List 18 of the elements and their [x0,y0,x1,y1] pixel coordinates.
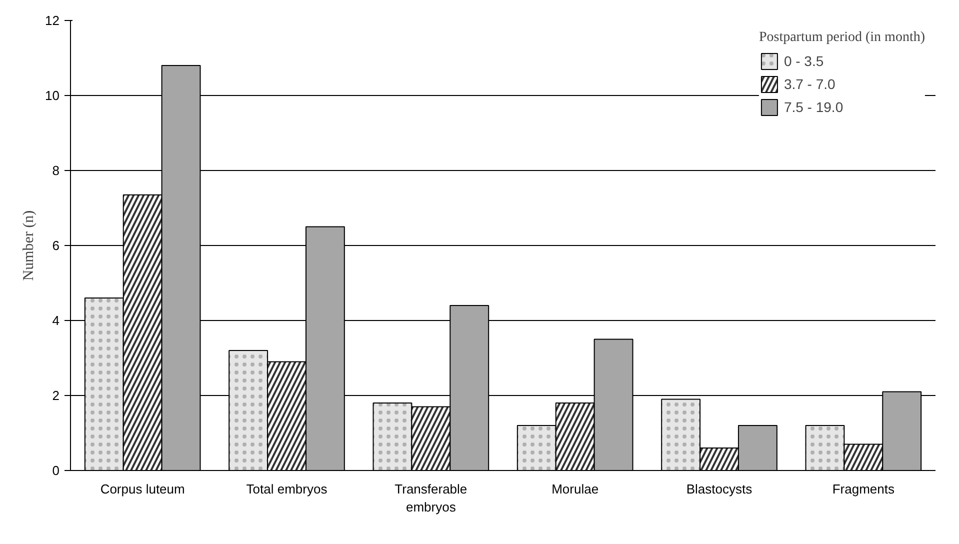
legend-title: Postpartum period (in month) [758,30,925,46]
y-tick-label: 8 [52,163,60,178]
x-tick-label: Total embryos [246,482,328,496]
y-tick-label: 4 [52,313,60,328]
legend-label: 0 - 3.5 [784,53,824,69]
x-tick-label: Fragments [832,482,895,496]
legend-label: 3.7 - 7.0 [784,76,836,92]
x-tick-label: Transferable embryos [394,482,468,514]
x-tick-label: Blastocysts [686,482,753,496]
y-tick-label: 10 [45,88,60,103]
y-axis-title: Number (n) [21,210,38,281]
y-tick-label: 6 [52,238,60,253]
y-tick-label: 12 [45,13,60,28]
x-tick-label: Corpus luteum [100,482,185,496]
legend-label: 7.5 - 19.0 [784,99,844,115]
x-tick-label: Morulae [552,482,599,496]
y-tick-label: 0 [52,463,60,478]
y-tick-label: 2 [52,388,60,403]
